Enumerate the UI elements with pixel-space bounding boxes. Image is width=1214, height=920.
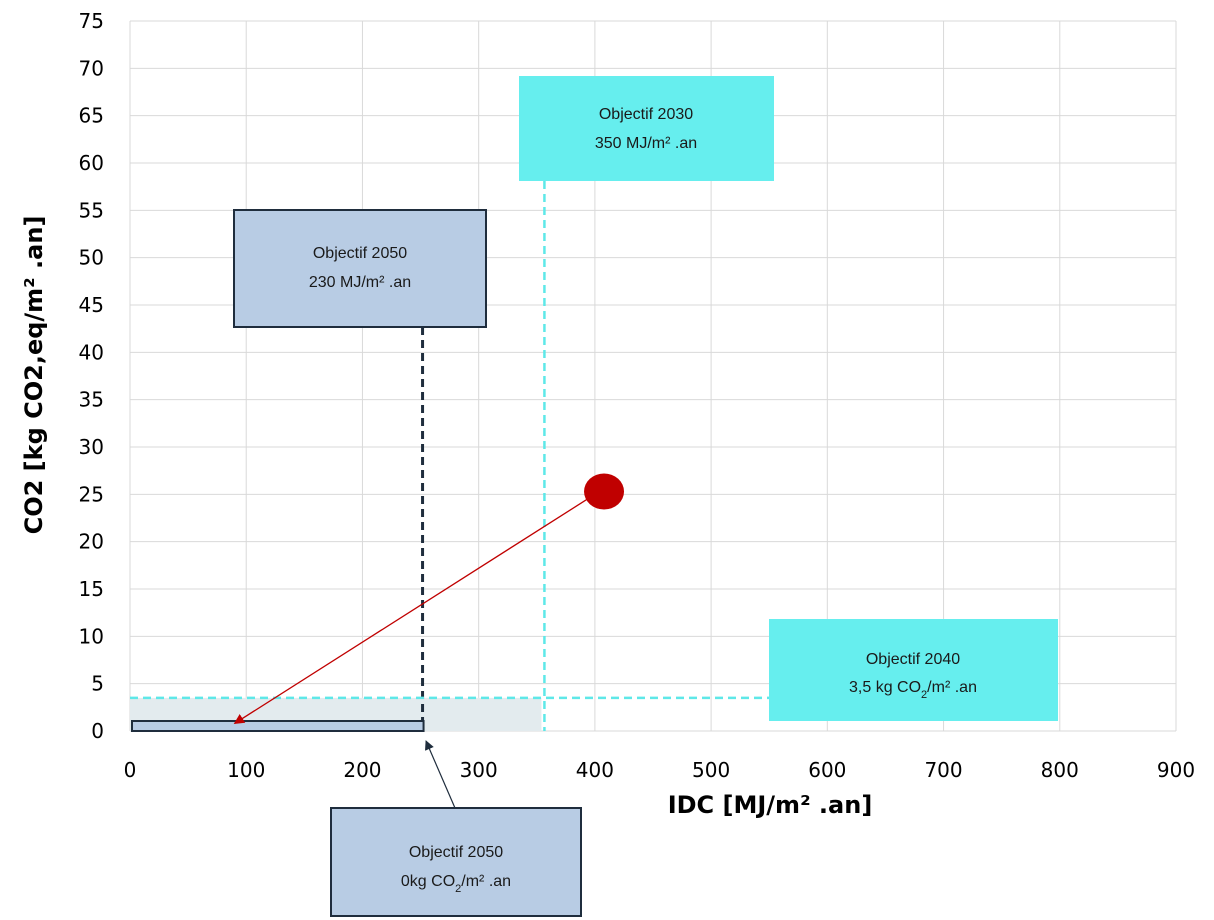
annotation-2040-line2: 3,5 kg CO2/m² .an [849,679,977,701]
annotation-objectif-2040: Objectif 2040 3,5 kg CO2/m² .an [769,619,1058,721]
data-point [584,473,625,510]
x-tick-label: 800 [1041,758,1079,782]
annotation-objectif-2050-idc: Objectif 2050 230 MJ/m² .an [233,209,487,328]
annotation-2050-idc-line1: Objectif 2050 [313,245,407,262]
y-axis-ticks: 0 5 10 15 20 25 30 35 40 45 50 55 60 65 70 75 [79,9,104,743]
y-tick-label: 60 [79,151,104,175]
x-tick-label: 900 [1157,758,1195,782]
x-tick-label: 100 [227,758,265,782]
annotation-2030-line2: 350 MJ/m² .an [595,135,697,152]
annotation-2030-line1: Objectif 2030 [599,106,693,123]
annotation-objectif-2030: Objectif 2030 350 MJ/m² .an [519,76,774,181]
x-tick-label: 700 [924,758,962,782]
x-tick-label: 300 [460,758,498,782]
annotation-2040-line1: Objectif 2040 [866,651,960,668]
y-tick-label: 15 [79,577,104,601]
y-tick-label: 65 [79,104,104,128]
annotation-objectif-2050-co2: Objectif 2050 0kg CO2/m² .an [330,807,582,917]
y-tick-label: 30 [79,435,104,459]
annotation-2050-idc-line2: 230 MJ/m² .an [309,274,411,291]
y-tick-label: 35 [79,388,104,412]
y-tick-label: 75 [79,9,104,33]
y-tick-label: 0 [91,719,104,743]
x-axis-title: IDC [MJ/m² .an] [668,791,873,819]
x-axis-ticks: 0 100 200 300 400 500 600 700 800 900 [124,758,1195,782]
annotation-2050-co2-line2: 0kg CO2/m² .an [401,873,511,895]
x-tick-label: 600 [808,758,846,782]
x-tick-label: 200 [343,758,381,782]
y-tick-label: 50 [79,246,104,270]
y-axis-title: CO2 [kg CO2,eq/m² .an] [20,216,48,535]
y-tick-label: 10 [79,624,104,648]
y-tick-label: 20 [79,530,104,554]
annotation-2050-co2-line1: Objectif 2050 [409,844,503,861]
x-tick-label: 0 [124,758,137,782]
x-tick-label: 500 [692,758,730,782]
target-bar-2050-co2 [131,720,425,732]
y-tick-label: 5 [91,672,104,696]
trajectory-arrow [233,493,596,724]
y-tick-label: 70 [79,56,104,80]
y-tick-label: 25 [79,482,104,506]
y-tick-label: 55 [79,198,104,222]
y-tick-label: 40 [79,340,104,364]
x-tick-label: 400 [576,758,614,782]
annotation-pointer-arrow [425,740,456,809]
y-tick-label: 45 [79,293,104,317]
